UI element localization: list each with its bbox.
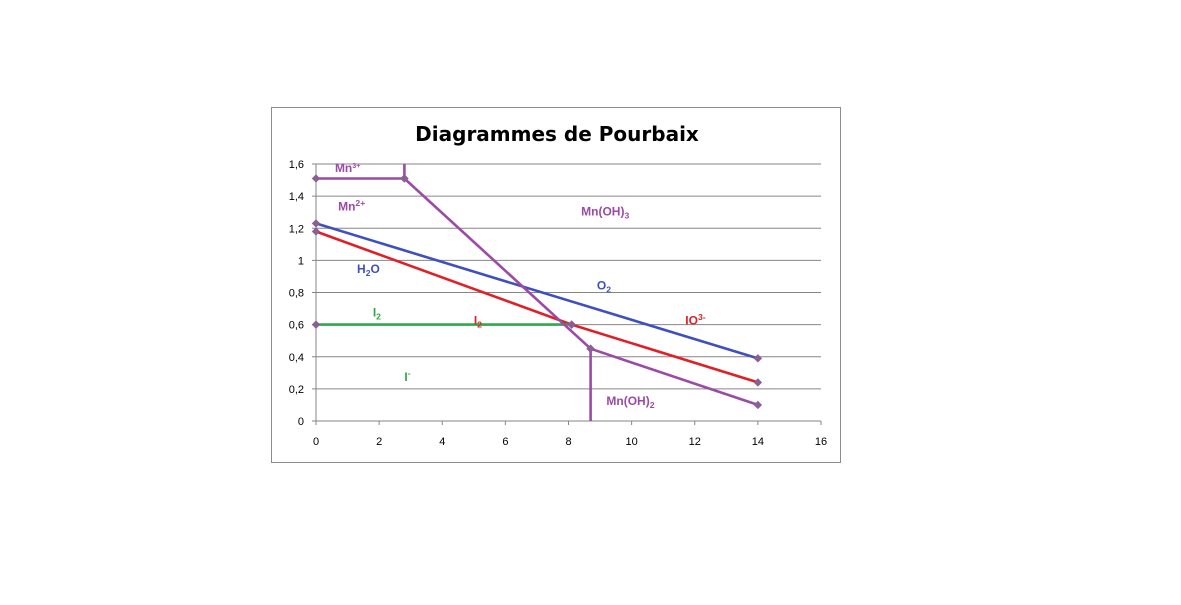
series-line (590, 347, 759, 407)
y-tick-label: 0,2 (289, 384, 304, 396)
data-point-marker (400, 174, 409, 183)
data-point-marker (586, 344, 595, 353)
region-label: I2 (373, 306, 381, 322)
data-point-marker (311, 219, 321, 228)
region-label: I2 (474, 314, 482, 330)
y-tick-label: 1,2 (289, 223, 304, 235)
data-point-marker (311, 320, 321, 329)
x-tick-label: 0 (313, 436, 319, 448)
y-tick-label: 0,8 (289, 288, 304, 300)
region-labels: Mn3+ Mn2+ Mn(OH)3 H2O O2 IO3- I2 I2 I- Mn(OH)2 (335, 161, 706, 410)
x-tick-label: 12 (689, 436, 701, 448)
region-label: I- (404, 368, 410, 384)
y-tick-label: 0,6 (289, 320, 304, 332)
x-tick-label: 4 (439, 436, 445, 448)
y-tick-label: 0 (298, 416, 304, 428)
x-tick-label: 2 (376, 436, 382, 448)
series-line (403, 177, 592, 350)
region-label: Mn(OH)3 (581, 204, 629, 220)
data-point-marker (753, 400, 763, 410)
y-tick-label: 0,4 (289, 352, 304, 364)
x-tick-label: 16 (815, 436, 827, 448)
axes: 0 0,2 0,4 0,6 0,8 1 1,2 1,4 1,6 0 2 4 6 8 10 12 14 16 (289, 159, 827, 448)
chart-title: Diagrammes de Pourbaix (415, 122, 699, 146)
region-label: O2 (597, 278, 611, 294)
data-point-marker (567, 320, 576, 329)
y-tick-label: 1 (298, 255, 304, 267)
pourbaix-chart: Diagrammes de Pourbaix 0 0,2 0,4 0,6 0,8 1 1,2… (271, 107, 841, 463)
x-tick-label: 6 (502, 436, 508, 448)
data-point-marker (311, 174, 321, 183)
x-tick-label: 14 (752, 436, 764, 448)
region-label: Mn2+ (338, 198, 365, 214)
chart-canvas: Diagrammes de Pourbaix 0 0,2 0,4 0,6 0,8 1 1,2… (289, 122, 827, 448)
data-markers (311, 174, 763, 410)
data-point-marker (753, 378, 763, 387)
data-point-marker (753, 354, 763, 363)
x-tick-label: 8 (565, 436, 571, 448)
series-line (315, 230, 759, 384)
region-label: Mn(OH)2 (606, 394, 654, 410)
region-label: Mn3+ (335, 161, 361, 175)
data-point-marker (311, 227, 321, 236)
region-label: IO3- (685, 312, 705, 328)
y-tick-label: 1,6 (289, 159, 304, 171)
series-line (315, 222, 759, 360)
y-tick-label: 1,4 (289, 191, 304, 203)
x-tick-label: 10 (626, 436, 638, 448)
region-label: H2O (357, 262, 380, 278)
